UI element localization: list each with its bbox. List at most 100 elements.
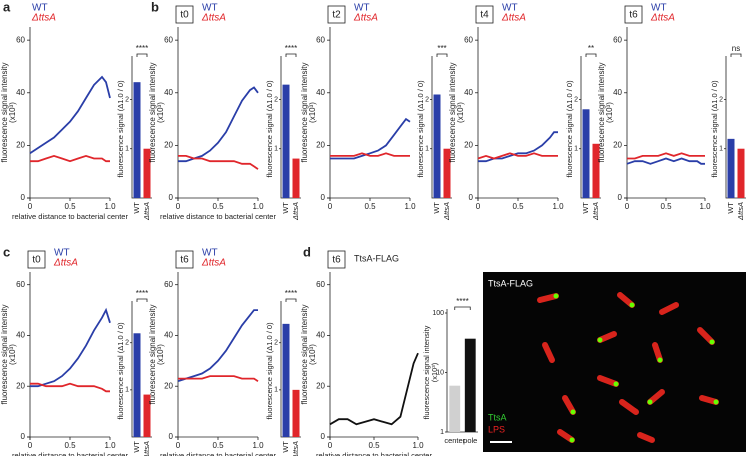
y-tick-label: 40 — [613, 88, 622, 97]
y-axis-label: (x10³) — [156, 102, 165, 123]
data-line — [626, 157, 705, 165]
y-tick-label: 2 — [574, 96, 578, 103]
y-tick-label: 40 — [464, 88, 473, 97]
x-tick-label: 0.5 — [364, 202, 376, 211]
bar — [143, 148, 151, 198]
y-tick-label: 40 — [316, 331, 325, 340]
y-tick-label: 20 — [316, 140, 325, 149]
x-tick-label: 1.0 — [412, 441, 424, 450]
significance: **** — [136, 289, 148, 298]
x-tick-label: WT — [281, 441, 290, 453]
x-tick-label: 0 — [176, 202, 181, 211]
panel-label: c — [3, 244, 10, 259]
y-axis-label: fluorescence signal intensity — [597, 62, 606, 162]
y-axis-label: fluorescence signal intensity — [0, 62, 9, 162]
x-tick-label: WT — [432, 202, 441, 214]
y-tick-label: 40 — [16, 88, 25, 97]
significance: **** — [456, 297, 468, 306]
panel-title: TtsA-FLAG — [354, 253, 399, 263]
time-tag-box — [327, 5, 346, 24]
bar — [292, 158, 300, 198]
x-axis-label: relative distance to bacterial center — [160, 212, 276, 221]
y-axis-label: fluorescence signal intensity — [148, 62, 157, 162]
panel-label: a — [3, 0, 11, 14]
data-line — [178, 86, 259, 163]
x-tick-label: 1.0 — [404, 202, 416, 211]
x-tick-label: 0 — [28, 202, 33, 211]
x-axis-label: relative distance to bacterial center — [160, 451, 276, 456]
x-tick-label: 1.0 — [552, 202, 564, 211]
time-tag: t0 — [32, 255, 41, 266]
y-tick-label: 1 — [425, 146, 429, 153]
y-axis-label: fluorescence signal intensity — [300, 304, 309, 404]
time-tag-box — [27, 250, 46, 269]
bar — [592, 143, 600, 198]
significance: **** — [136, 44, 148, 53]
y-axis-label: fluorescence signal (Δ1.0 / 0) — [265, 322, 274, 420]
legend-entry: WT — [202, 3, 218, 14]
y-axis-label: fluorescence signal intensity — [0, 304, 9, 404]
axis — [175, 272, 258, 440]
x-tick-label: 1.0 — [252, 441, 264, 450]
channel-label: LPS — [488, 424, 505, 434]
x-tick-label: ΔttsA — [736, 202, 745, 221]
data-line — [30, 382, 110, 393]
data-line — [627, 152, 705, 160]
y-tick-label: 0 — [169, 193, 174, 202]
x-tick-label: 0.5 — [64, 202, 76, 211]
legend-entry: WT — [202, 248, 218, 259]
axis — [327, 27, 410, 201]
y-tick-label: 1 — [125, 387, 129, 394]
data-line — [477, 152, 558, 160]
y-tick-label: 20 — [16, 140, 25, 149]
y-tick-label: 60 — [164, 35, 173, 44]
data-line — [178, 155, 259, 170]
y-tick-label: 0 — [21, 193, 26, 202]
legend-entry: WT — [354, 3, 370, 14]
x-tick-label: 0 — [28, 441, 33, 450]
legend-entry: WT — [54, 248, 70, 259]
bar — [443, 148, 451, 198]
micrograph-image — [483, 272, 746, 452]
significance-bracket — [585, 53, 597, 57]
x-tick-label: 0 — [176, 441, 181, 450]
legend-entry: ΔttsA — [353, 13, 378, 24]
axis — [327, 272, 418, 440]
y-tick-label: 2 — [425, 96, 429, 103]
x-tick-label: WT — [581, 202, 590, 214]
y-axis-label: fluorescence signal (Δ1.0 / 0) — [116, 322, 125, 420]
y-tick-label: 20 — [316, 381, 325, 390]
x-tick-label: ΔttsA — [591, 202, 600, 221]
y-tick-label: 0 — [469, 193, 474, 202]
bar — [737, 148, 745, 198]
y-axis-label: fluorescence signal intensity — [148, 304, 157, 404]
significance: **** — [285, 289, 297, 298]
micrograph: TtsA-FLAG TtsA LPS — [483, 272, 746, 452]
x-tick-label: ΔttsA — [442, 202, 451, 221]
significance: **** — [285, 44, 297, 53]
y-tick-label: 2 — [125, 96, 129, 103]
y-axis-label: (x10³) — [8, 344, 17, 365]
time-tag: t6 — [180, 255, 189, 266]
y-tick-label: 60 — [16, 280, 25, 289]
x-tick-label: ΔttsA — [142, 441, 151, 456]
legend-entry: ΔttsA — [650, 13, 675, 24]
x-tick-label: 0 — [625, 202, 630, 211]
bar — [133, 333, 141, 437]
x-tick-label: ΔttsA — [291, 202, 300, 221]
micrograph-title: TtsA-FLAG — [488, 278, 533, 288]
y-tick-label: 60 — [613, 35, 622, 44]
y-axis-label: (x10³) — [156, 344, 165, 365]
y-axis-label: fluorescence signal (Δ1.0 / 0) — [565, 80, 574, 178]
x-tick-label: 1.0 — [104, 202, 116, 211]
bar — [727, 138, 735, 198]
bar — [582, 109, 590, 198]
y-axis-label: (x10³) — [308, 344, 317, 365]
legend-entry: ΔttsA — [31, 13, 56, 24]
significance-bracket — [436, 53, 448, 57]
significance-bracket — [136, 53, 148, 57]
legend-entry: WT — [32, 3, 48, 14]
time-tag: t6 — [629, 10, 638, 21]
x-tick-label: 0 — [328, 441, 333, 450]
